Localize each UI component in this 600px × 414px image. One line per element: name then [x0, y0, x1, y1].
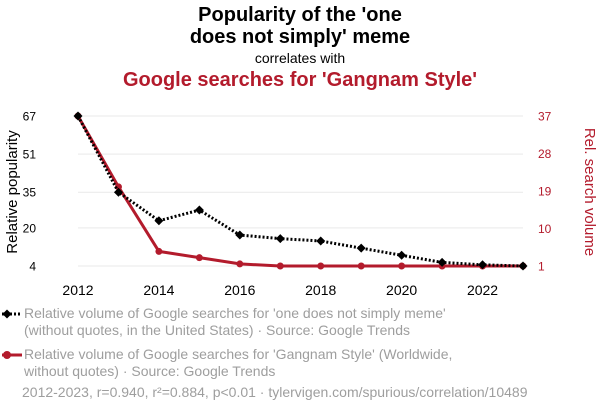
axes: 4 20 35 51 67 1 10 19 28 37 2012 2014 2016 2018 2020 20… — [23, 110, 552, 299]
x-tick-label: 2018 — [305, 282, 336, 298]
y-right-tick-label: 1 — [538, 260, 545, 274]
series-2-point — [276, 262, 284, 270]
series-1-point — [154, 216, 164, 226]
x-tick-label: 2020 — [386, 282, 417, 298]
gridlines — [78, 115, 523, 267]
legend-label-series-2-line-1: Relative volume of Google searches for '… — [24, 346, 453, 362]
series-1-point — [73, 111, 83, 121]
legend-swatch-series-1 — [2, 309, 22, 319]
y-right-tick-label: 10 — [538, 222, 552, 236]
series-2-point — [398, 262, 406, 270]
x-tick-label: 2022 — [467, 282, 498, 298]
series-1-point — [437, 257, 447, 267]
series-1-point — [478, 260, 488, 270]
series-1-point — [316, 236, 326, 246]
second-series-title: Google searches for 'Gangnam Style' — [122, 69, 478, 91]
y-left-tick-label: 35 — [23, 186, 37, 200]
y-right-tick-label: 19 — [538, 185, 552, 199]
chart-title-line-2: does not simply' meme — [189, 26, 411, 48]
series-1-point — [356, 243, 366, 253]
series-2-point — [155, 247, 163, 255]
legend-swatch-series-2 — [2, 351, 22, 359]
connector-text: correlates with — [254, 50, 346, 66]
series-2-point — [236, 260, 244, 268]
y-axis-label-left: Relative popularity — [4, 130, 21, 254]
y-left-tick-label: 67 — [23, 110, 37, 124]
series-2-point — [195, 254, 203, 262]
series-2-line — [76, 115, 523, 268]
legend-label-series-1-line-1: Relative volume of Google searches for '… — [24, 305, 446, 321]
series-2-point — [317, 262, 325, 270]
series-1-point — [113, 187, 123, 197]
legend-label-series-1-line-2: (without quotes, in the United States) ·… — [24, 322, 410, 338]
chart-title-line-1: Popularity of the 'one — [198, 4, 402, 26]
series-1-line — [76, 115, 524, 268]
y-axis-label-right: Rel. search volume — [581, 128, 598, 256]
x-tick-label: 2016 — [224, 282, 255, 298]
series-2-point — [114, 183, 122, 191]
y-right-tick-label: 37 — [538, 110, 552, 124]
series-1-point — [194, 205, 204, 215]
footer-stats: 2012-2023, r=0.940, r²=0.884, p<0.01 · t… — [22, 384, 528, 400]
series-layer — [73, 111, 528, 271]
x-tick-label: 2012 — [62, 282, 93, 298]
y-left-tick-label: 20 — [23, 221, 37, 235]
series-1-point — [397, 250, 407, 260]
x-tick-label: 2014 — [143, 282, 174, 298]
series-1-point — [235, 230, 245, 240]
series-2-point — [357, 262, 365, 270]
line-chart: 4 20 35 51 67 1 10 19 28 37 2012 2014 2016 2018 2020 20… — [4, 110, 598, 299]
legend-label-series-2-line-2: without quotes) · Source: Google Trends — [24, 363, 276, 379]
series-1-point — [275, 234, 285, 244]
series-1-point — [518, 261, 528, 271]
y-left-tick-label: 51 — [23, 148, 37, 162]
y-right-tick-label: 28 — [538, 147, 552, 161]
y-left-tick-label: 4 — [29, 260, 36, 274]
